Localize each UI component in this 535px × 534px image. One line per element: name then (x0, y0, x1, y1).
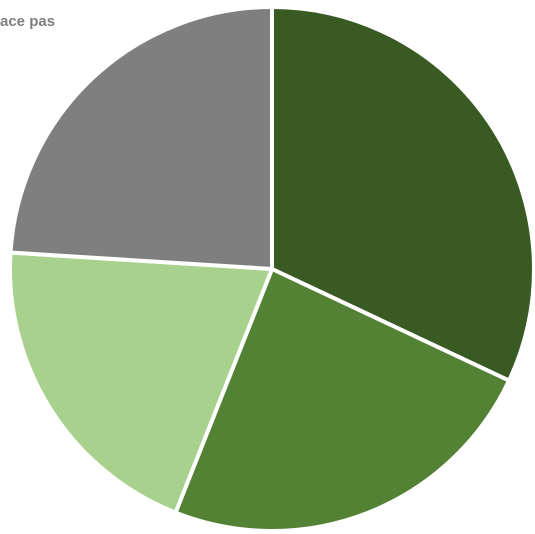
pie-slice (8, 250, 274, 515)
pie-slice (8, 5, 274, 271)
pie-slice (270, 5, 535, 383)
pie-slice (173, 267, 512, 533)
slice-label: ace pas (0, 13, 55, 30)
